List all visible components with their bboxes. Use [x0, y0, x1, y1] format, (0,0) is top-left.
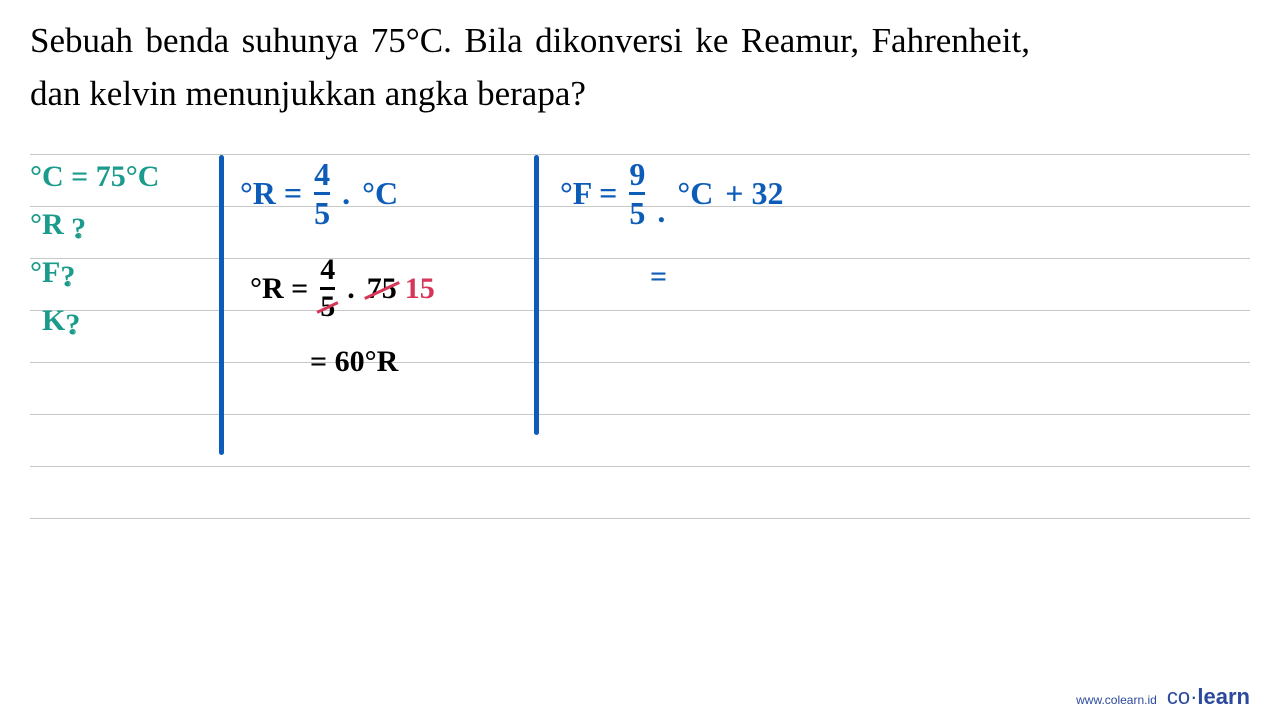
reaumur-prefix: °R = — [240, 175, 302, 212]
logo-prefix: co — [1167, 684, 1190, 709]
fahrenheit-times: . — [657, 193, 665, 230]
reaumur-calc-prefix: °R = — [250, 272, 308, 306]
reaumur-calc-fraction: 4 5 — [320, 255, 335, 322]
reaumur-calc: °R = 4 5 . 75 15 — [250, 255, 435, 322]
fahrenheit-plus: + 32 — [725, 175, 783, 212]
ruled-line — [30, 518, 1250, 519]
given-k: K?° — [42, 304, 80, 338]
ruled-line — [30, 154, 1250, 155]
footer-url: www.colearn.id — [1076, 693, 1157, 707]
fahrenheit-frac-num: 9 — [629, 158, 645, 192]
ruled-line — [30, 362, 1250, 363]
reaumur-unit: °C — [362, 175, 398, 212]
reaumur-calc-times: . — [347, 272, 355, 306]
logo-suffix: learn — [1197, 684, 1250, 709]
reaumur-calc-den: 5 — [320, 287, 335, 322]
given-c: °C = 75°C — [30, 160, 159, 194]
reaumur-frac-den: 5 — [314, 192, 330, 229]
work-area: °C = 75°C °R ?° °F?° K?° °R = 4 5 . °C °… — [0, 150, 1280, 550]
reaumur-formula: °R = 4 5 . °C — [240, 158, 398, 229]
reaumur-calc-strike: 75 — [367, 272, 397, 306]
fahrenheit-formula: °F = 9 5 . °C + 32 — [560, 158, 784, 229]
reaumur-calc-new: 15 — [405, 272, 435, 306]
reaumur-calc-num: 4 — [320, 255, 335, 287]
footer: www.colearn.id co·learn — [1076, 684, 1250, 710]
reaumur-fraction: 4 5 — [314, 158, 330, 229]
reaumur-times: . — [342, 175, 350, 212]
ruled-line — [30, 466, 1250, 467]
ruled-line — [30, 258, 1250, 259]
footer-logo: co·learn — [1167, 684, 1250, 710]
given-r: °R ?° — [30, 208, 86, 242]
fahrenheit-prefix: °F = — [560, 175, 617, 212]
fahrenheit-frac-den: 5 — [629, 192, 645, 229]
fahrenheit-eq: = — [650, 260, 667, 294]
question-text: Sebuah benda suhunya 75°C. Bila dikonver… — [0, 0, 1060, 145]
divider-1 — [219, 155, 224, 455]
reaumur-frac-num: 4 — [314, 158, 330, 192]
fahrenheit-unit: °C — [677, 175, 713, 212]
ruled-line — [30, 414, 1250, 415]
given-f: °F?° — [30, 256, 75, 290]
fahrenheit-fraction: 9 5 — [629, 158, 645, 229]
reaumur-result: = 60°R — [310, 345, 398, 379]
divider-2 — [534, 155, 539, 435]
ruled-line — [30, 310, 1250, 311]
